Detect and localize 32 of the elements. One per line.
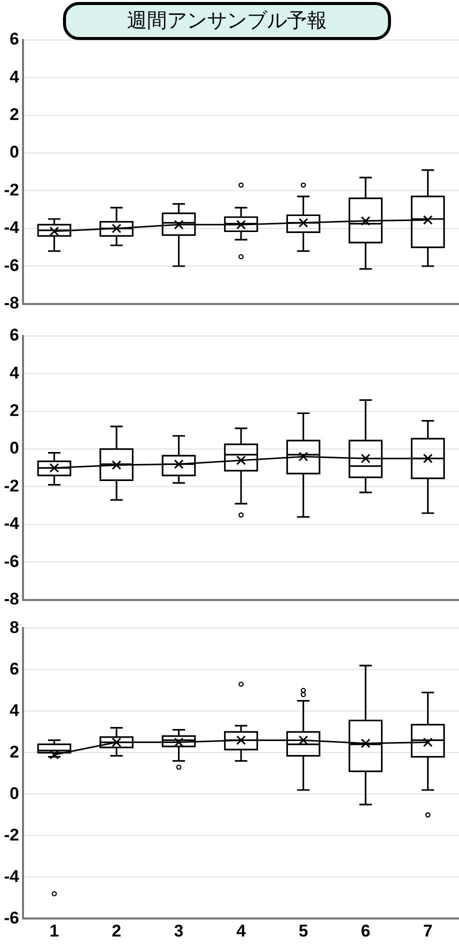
y-tick-label: 4 xyxy=(10,700,20,720)
y-tick-label: -2 xyxy=(4,476,20,496)
y-tick-label: -4 xyxy=(4,218,20,238)
y-tick-label: -4 xyxy=(4,514,20,534)
y-tick-label: -6 xyxy=(4,552,20,571)
y-tick-label: -8 xyxy=(4,293,20,312)
y-tick-label: 8 xyxy=(10,618,20,637)
y-tick-label: 6 xyxy=(10,659,20,678)
y-tick-label: -2 xyxy=(4,180,20,200)
y-tick-label: 6 xyxy=(10,326,20,345)
y-tick-label: 0 xyxy=(10,438,20,458)
y-tick-label: -4 xyxy=(4,866,20,886)
y-tick-label: 4 xyxy=(10,363,20,382)
y-tick-label: -2 xyxy=(4,825,20,844)
x-tick-label: 5 xyxy=(298,921,308,940)
x-tick-label: 4 xyxy=(236,921,246,940)
y-tick-label: -8 xyxy=(4,589,20,608)
y-tick-label: 2 xyxy=(10,401,20,420)
chart-title: 週間アンサンブル予報 xyxy=(63,2,391,40)
y-tick-label: 2 xyxy=(10,742,20,762)
y-tick-label: 0 xyxy=(10,142,20,162)
x-tick-label: 1 xyxy=(50,921,59,940)
y-tick-label: 0 xyxy=(10,784,20,803)
x-tick-label: 3 xyxy=(174,921,184,940)
x-tick-label: 2 xyxy=(112,921,122,940)
y-tick-label: 4 xyxy=(10,67,20,86)
x-tick-label: 6 xyxy=(360,921,370,940)
x-tick-label: 7 xyxy=(423,921,433,940)
y-tick-label: 6 xyxy=(10,30,20,49)
y-tick-label: -6 xyxy=(4,908,20,928)
y-tick-label: -6 xyxy=(4,256,20,275)
y-tick-label: 2 xyxy=(10,105,20,124)
